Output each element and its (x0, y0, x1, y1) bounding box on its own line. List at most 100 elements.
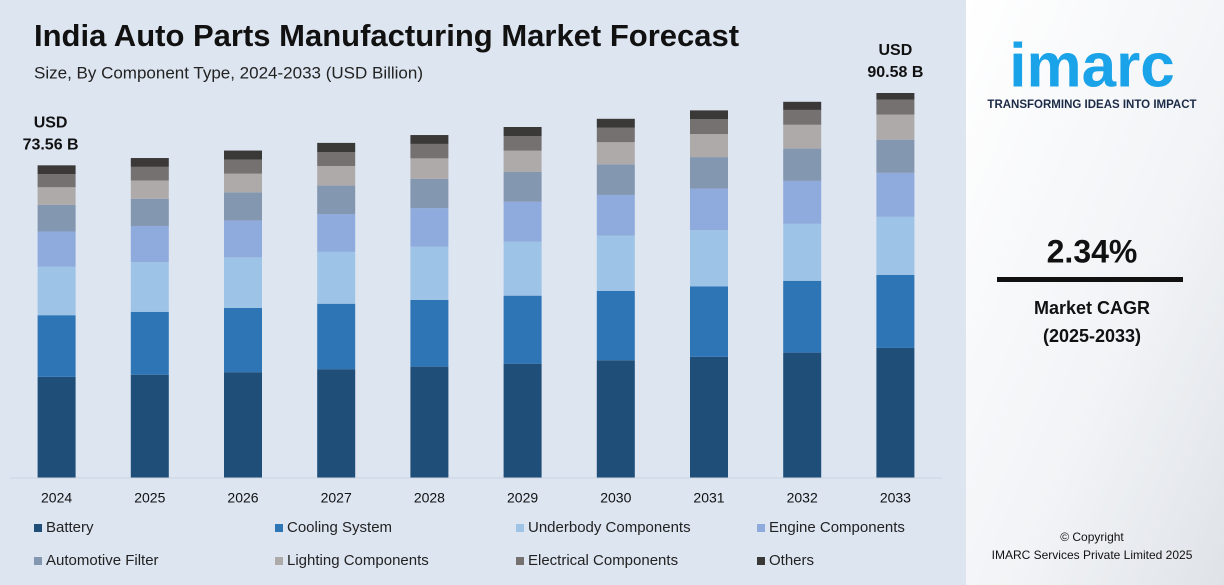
bar-segment (596, 360, 635, 478)
bar-segment (783, 101, 822, 110)
bar-segment (410, 299, 449, 367)
x-tick-label: 2028 (414, 490, 445, 506)
bar-segment (317, 185, 356, 215)
bar-segment (596, 127, 635, 143)
annotation: 73.56 B (23, 137, 79, 154)
x-tick-label: 2029 (507, 490, 538, 506)
bar-segment (596, 194, 635, 236)
bar-segment (690, 356, 728, 478)
x-tick-label: 2027 (321, 490, 352, 506)
bar-segment (317, 166, 356, 186)
bar-segment (783, 280, 822, 353)
bar-segment (130, 262, 169, 312)
bar-segment (410, 158, 449, 179)
bar-segment (690, 286, 728, 357)
bar-segment (596, 142, 635, 165)
legend-label: Underbody Components (528, 519, 691, 536)
bar-segment (130, 166, 169, 181)
bar-segment (130, 198, 169, 226)
bar-segment (224, 220, 262, 258)
bar-segment (503, 127, 542, 137)
bar-segment (130, 158, 169, 167)
legend-swatch (275, 524, 283, 532)
bar-segment (130, 374, 169, 478)
legend-label: Automotive Filter (46, 552, 159, 569)
legend-label: Lighting Components (287, 552, 429, 569)
bar-segment (876, 347, 915, 478)
bar-segment (37, 376, 76, 478)
bar-segment (37, 266, 76, 316)
bar-segment (690, 157, 728, 189)
bar-segment (317, 251, 356, 304)
x-tick-label: 2025 (134, 490, 165, 506)
bar-segment (876, 274, 915, 348)
legend-label: Engine Components (769, 519, 905, 536)
bar-segment (596, 235, 635, 291)
cagr-label: Market CAGR (1034, 298, 1150, 318)
bar-segment (224, 192, 262, 221)
bar-segment (783, 148, 822, 181)
bar-segment (317, 151, 356, 167)
bar-segment (783, 352, 822, 478)
bar-segment (876, 114, 915, 140)
tagline: TRANSFORMING IDEAS INTO IMPACT (987, 99, 1196, 111)
legend-label: Electrical Components (528, 552, 678, 569)
bar-segment (410, 143, 449, 159)
bar-segment (37, 204, 76, 232)
bar-segment (690, 134, 728, 158)
chart-subtitle: Size, By Component Type, 2024-2033 (USD … (34, 63, 423, 82)
x-tick-label: 2033 (880, 490, 911, 506)
legend-swatch (275, 557, 283, 565)
logo: imarc (1009, 31, 1174, 100)
bar-segment (503, 241, 542, 296)
bar-segment (783, 109, 822, 125)
bar-segment (410, 366, 449, 478)
bar-segment (224, 150, 262, 160)
bar-segment (783, 180, 822, 224)
legend-swatch (34, 557, 42, 565)
bar-segment (876, 99, 915, 115)
bar-segment (317, 369, 356, 478)
copyright: © Copyright (1060, 530, 1124, 544)
bar-segment (224, 307, 262, 373)
sidebar-background (966, 0, 1224, 585)
bar-segment (37, 165, 76, 175)
bar-segment (37, 187, 76, 205)
bar-segment (503, 150, 542, 172)
divider (997, 277, 1183, 282)
bar-segment (876, 172, 915, 217)
bar-segment (690, 188, 728, 231)
bar-segment (317, 142, 356, 152)
bar-segment (317, 214, 356, 252)
bar-segment (503, 171, 542, 202)
bar-segment (224, 257, 262, 308)
legend-label: Others (769, 552, 814, 569)
bar-segment (410, 246, 449, 300)
bar-segment (690, 230, 728, 287)
annotation: USD (879, 42, 913, 59)
legend-swatch (34, 524, 42, 532)
bar-segment (503, 201, 542, 242)
bar-segment (130, 225, 169, 263)
bar-segment (503, 136, 542, 151)
bar-segment (37, 315, 76, 377)
bar-segment (317, 303, 356, 370)
bar-segment (596, 290, 635, 361)
bar-segment (783, 223, 822, 281)
bar-segment (690, 110, 728, 120)
bar-segment (596, 118, 635, 128)
bar-segment (876, 93, 915, 100)
bar-segment (224, 159, 262, 174)
bar-segment (783, 124, 822, 149)
legend-swatch (757, 524, 765, 532)
chart-title: India Auto Parts Manufacturing Market Fo… (34, 18, 739, 53)
x-tick-label: 2031 (693, 490, 724, 506)
x-tick-label: 2030 (600, 490, 631, 506)
legend-label: Cooling System (287, 519, 392, 536)
x-tick-label: 2024 (41, 490, 72, 506)
cagr-period: (2025-2033) (1043, 326, 1141, 346)
copyright-holder: IMARC Services Private Limited 2025 (992, 548, 1193, 562)
x-tick-label: 2032 (787, 490, 818, 506)
cagr-value: 2.34% (1047, 233, 1138, 269)
